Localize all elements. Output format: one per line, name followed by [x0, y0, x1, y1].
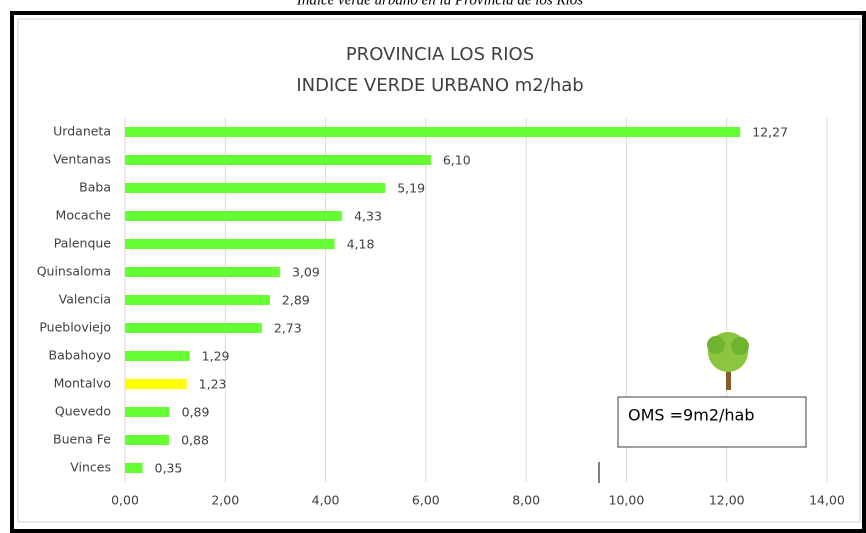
- data-label: 2,73: [274, 321, 302, 336]
- data-label: 6,10: [443, 153, 471, 168]
- x-tick-label: 8,00: [512, 493, 540, 508]
- bar: [125, 239, 335, 249]
- annotation-box: [617, 396, 807, 448]
- x-tick-label: 0,00: [111, 493, 139, 508]
- chart-subtitle: INDICE VERDE URBANO m2/hab: [296, 75, 583, 96]
- y-tick-label: Montalvo: [54, 376, 111, 391]
- y-tick-label: Buena Fe: [53, 432, 111, 447]
- x-tick-label: 2,00: [211, 493, 239, 508]
- data-label: 5,19: [397, 181, 425, 196]
- y-tick-label: Palenque: [54, 236, 112, 251]
- y-tick-label: Babahoyo: [49, 348, 111, 363]
- caption: Indice verde urbano en la Provincia de l…: [296, 0, 583, 8]
- data-label: 4,33: [354, 209, 382, 224]
- y-tick-label: Mocache: [56, 208, 112, 223]
- bar: [125, 379, 187, 389]
- bar: [125, 127, 741, 137]
- y-tick-label: Urdaneta: [53, 124, 111, 139]
- data-label: 1,29: [202, 349, 230, 364]
- chart-title: PROVINCIA LOS RIOS: [346, 44, 534, 65]
- y-tick-label: Puebloviejo: [39, 320, 111, 335]
- data-label: 12,27: [752, 125, 788, 140]
- bar: [125, 351, 190, 361]
- y-tick-label: Quinsaloma: [37, 264, 111, 279]
- data-label: 3,09: [292, 265, 320, 280]
- data-label: 0,35: [155, 461, 183, 476]
- x-tick-label: 10,00: [609, 493, 645, 508]
- bar: [125, 407, 170, 417]
- bar: [125, 183, 386, 193]
- data-label: 0,88: [181, 433, 209, 448]
- tree-icon: [707, 332, 749, 390]
- bar: [125, 267, 280, 277]
- y-tick-label: Quevedo: [55, 404, 111, 419]
- bar: [125, 435, 170, 445]
- bar: [125, 295, 270, 305]
- bar: [125, 155, 431, 165]
- bar: [125, 463, 143, 473]
- data-label: 2,89: [282, 293, 310, 308]
- data-label: 1,23: [199, 377, 227, 392]
- x-tick-label: 4,00: [312, 493, 340, 508]
- bar: [125, 211, 343, 221]
- annotation: OMS =9m2/hab: [628, 406, 754, 425]
- x-tick-label: 14,00: [809, 493, 845, 508]
- data-label: 4,18: [347, 237, 375, 252]
- y-tick-label: Vinces: [70, 460, 111, 475]
- x-tick-label: 12,00: [709, 493, 745, 508]
- data-label: 0,89: [182, 405, 210, 420]
- bar: [125, 323, 262, 333]
- y-tick-label: Baba: [79, 180, 111, 195]
- y-tick-label: Ventanas: [53, 152, 111, 167]
- y-tick-label: Valencia: [59, 292, 111, 307]
- x-tick-label: 6,00: [412, 493, 440, 508]
